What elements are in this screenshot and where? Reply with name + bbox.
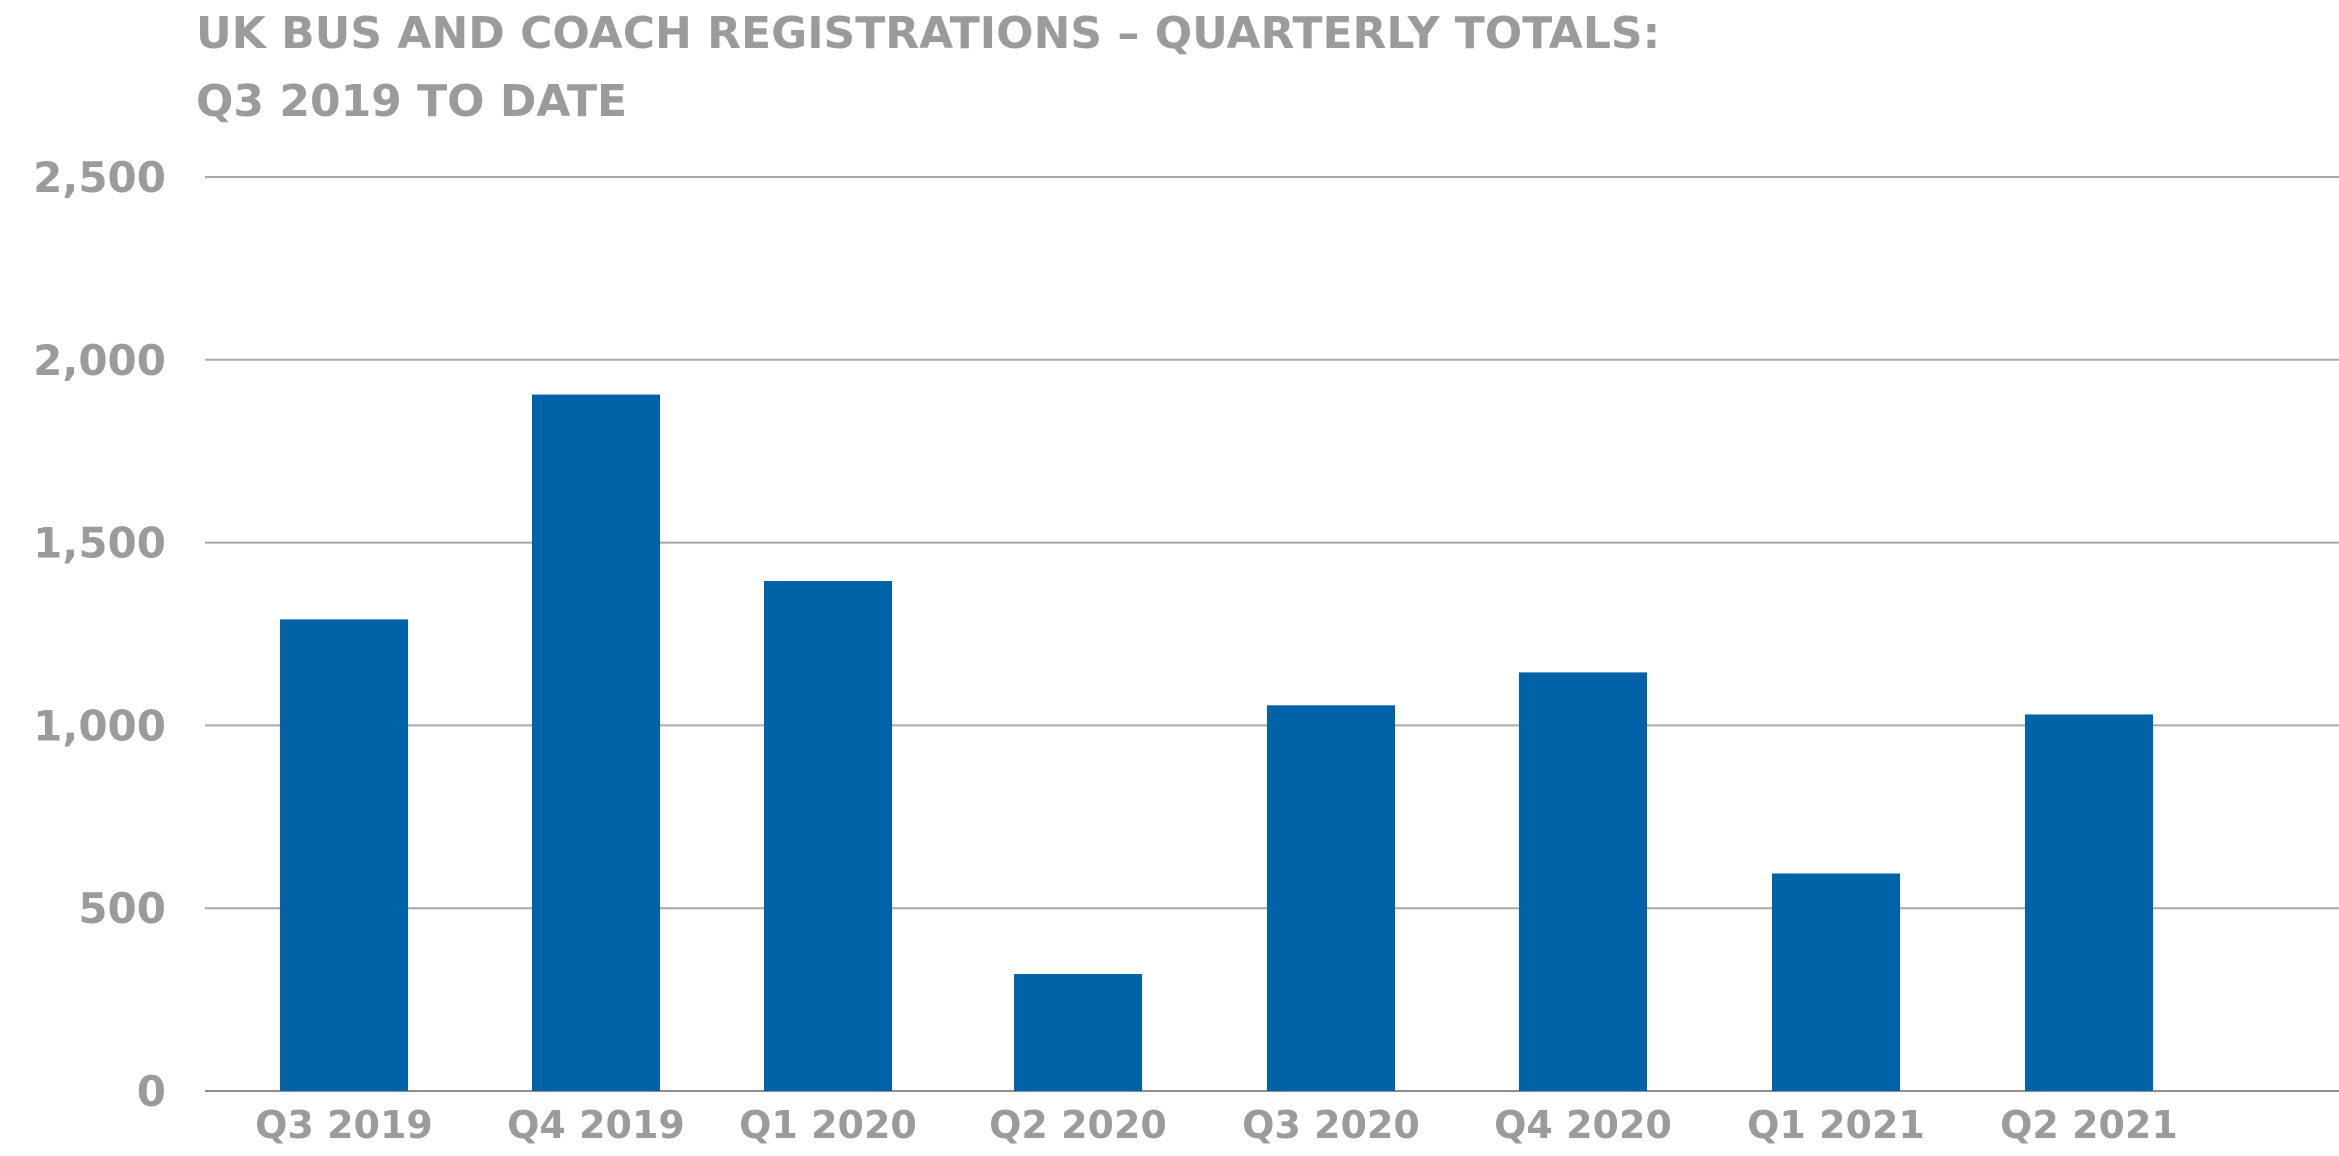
x-tick-label: Q4 2019 <box>507 1103 685 1147</box>
bar <box>1519 672 1647 1091</box>
chart-title-line-2: Q3 2019 TO DATE <box>196 76 628 127</box>
x-axis-ticks: Q3 2019 Q4 2019 Q1 2020 Q2 2020 Q3 2020 Q4 20… <box>255 1103 2178 1147</box>
y-tick-label: 500 <box>78 884 166 933</box>
bar <box>1267 705 1395 1091</box>
x-tick-label: Q3 2019 <box>255 1103 433 1147</box>
y-tick-label: 1,000 <box>33 701 166 750</box>
y-tick-label: 1,500 <box>33 519 166 568</box>
y-axis-ticks: 0 500 1,000 1,500 2,000 2,500 <box>33 153 166 1116</box>
x-tick-label: Q4 2020 <box>1494 1103 1672 1147</box>
x-tick-label: Q1 2020 <box>739 1103 917 1147</box>
chart-title: UK BUS AND COACH REGISTRATIONS – QUARTER… <box>196 0 1660 136</box>
bars <box>280 394 2153 1092</box>
bar <box>1772 873 1900 1091</box>
y-tick-label: 2,000 <box>33 336 166 385</box>
bar <box>1014 974 1142 1091</box>
x-tick-label: Q1 2021 <box>1747 1103 1925 1147</box>
x-tick-label: Q2 2020 <box>989 1103 1167 1147</box>
chart-title-line-1: UK BUS AND COACH REGISTRATIONS – QUARTER… <box>196 8 1661 59</box>
bar <box>764 580 892 1091</box>
y-tick-label: 2,500 <box>33 153 166 202</box>
bar <box>532 394 660 1092</box>
x-tick-label: Q2 2021 <box>2000 1103 2178 1147</box>
x-tick-label: Q3 2020 <box>1242 1103 1420 1147</box>
bar <box>2025 714 2153 1091</box>
bar <box>280 619 408 1091</box>
y-tick-label: 0 <box>137 1067 166 1116</box>
